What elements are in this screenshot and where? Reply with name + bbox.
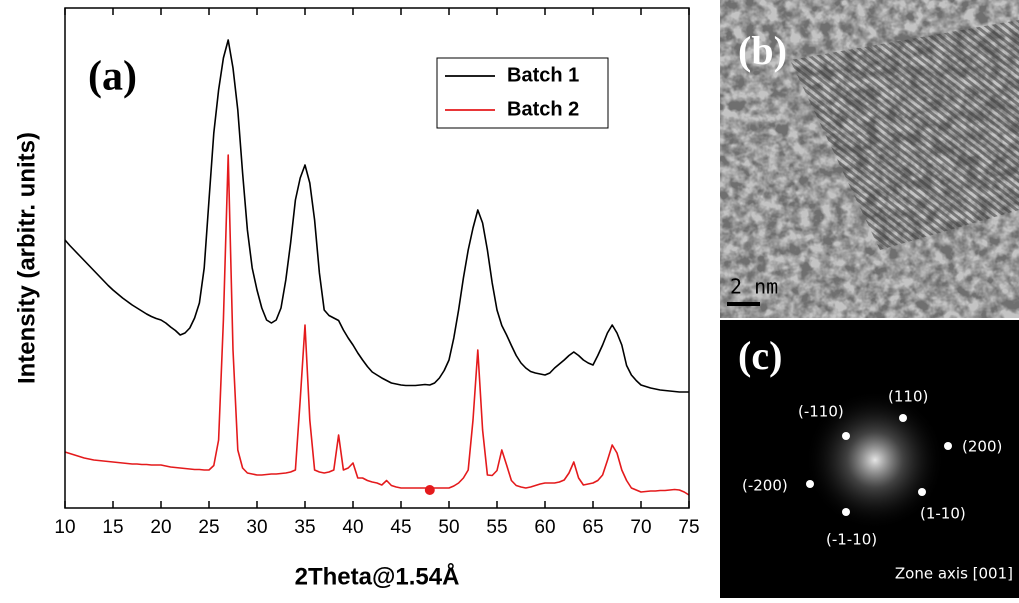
x-tick-label: 60: [534, 517, 555, 538]
legend-label: Batch 2: [507, 98, 579, 120]
spot: [918, 488, 926, 496]
panel-c: (c) (110) (-110) (200) (-200) (1-10) (-1…: [720, 320, 1019, 598]
spot: [806, 480, 814, 488]
spot-label: (110): [888, 388, 928, 406]
x-tick-label: 15: [102, 517, 123, 538]
x-tick-label: 30: [246, 517, 267, 538]
spot-label: (200): [962, 438, 1002, 456]
panel-label: (b): [738, 28, 787, 73]
panel-b: (b) 2 nm: [720, 0, 1019, 318]
legend-label: Batch 1: [507, 64, 579, 86]
caption: Zone axis [001]: [895, 565, 1013, 583]
fft-center: [805, 390, 945, 530]
xrd-chart: 10 15 20 25 30 35 40 45 50 55 60 65 70 75 Batch 1 Batch…: [13, 7, 700, 590]
line-series: [64, 154, 690, 496]
x-tick-label: 40: [342, 517, 363, 538]
x-tick-label: 55: [486, 517, 507, 538]
x-tick-label: 10: [54, 517, 75, 538]
spot-label: (1-10): [920, 505, 966, 523]
line-series: [64, 39, 689, 393]
spot: [842, 432, 850, 440]
panel-label: (c): [738, 333, 782, 378]
x-tick-label: 20: [150, 517, 171, 538]
spot: [899, 414, 907, 422]
y-axis-label: Intensity (arbitr. units): [13, 132, 40, 384]
x-tick-label: 70: [630, 517, 651, 538]
spot: [842, 508, 850, 516]
x-tick-label: 35: [294, 517, 315, 538]
marker: [424, 485, 435, 495]
plot-frame: [64, 7, 690, 509]
x-tick-label: 75: [678, 517, 699, 538]
spot-label: (-200): [742, 477, 788, 495]
scale-bar-label: 2 nm: [730, 275, 778, 299]
x-tick-label: 25: [198, 517, 219, 538]
spot-label: (-110): [798, 403, 844, 421]
spot-label: (-1-10): [826, 531, 877, 549]
panel-label: (a): [88, 54, 137, 100]
lattice-fringes: [790, 20, 1019, 250]
x-tick-label: 45: [390, 517, 411, 538]
x-axis-label: 2Theta@1.54Å: [295, 562, 460, 590]
spot: [944, 442, 952, 450]
legend-box: [436, 57, 609, 129]
x-tick-label: 65: [582, 517, 603, 538]
x-tick-label: 50: [438, 517, 459, 538]
